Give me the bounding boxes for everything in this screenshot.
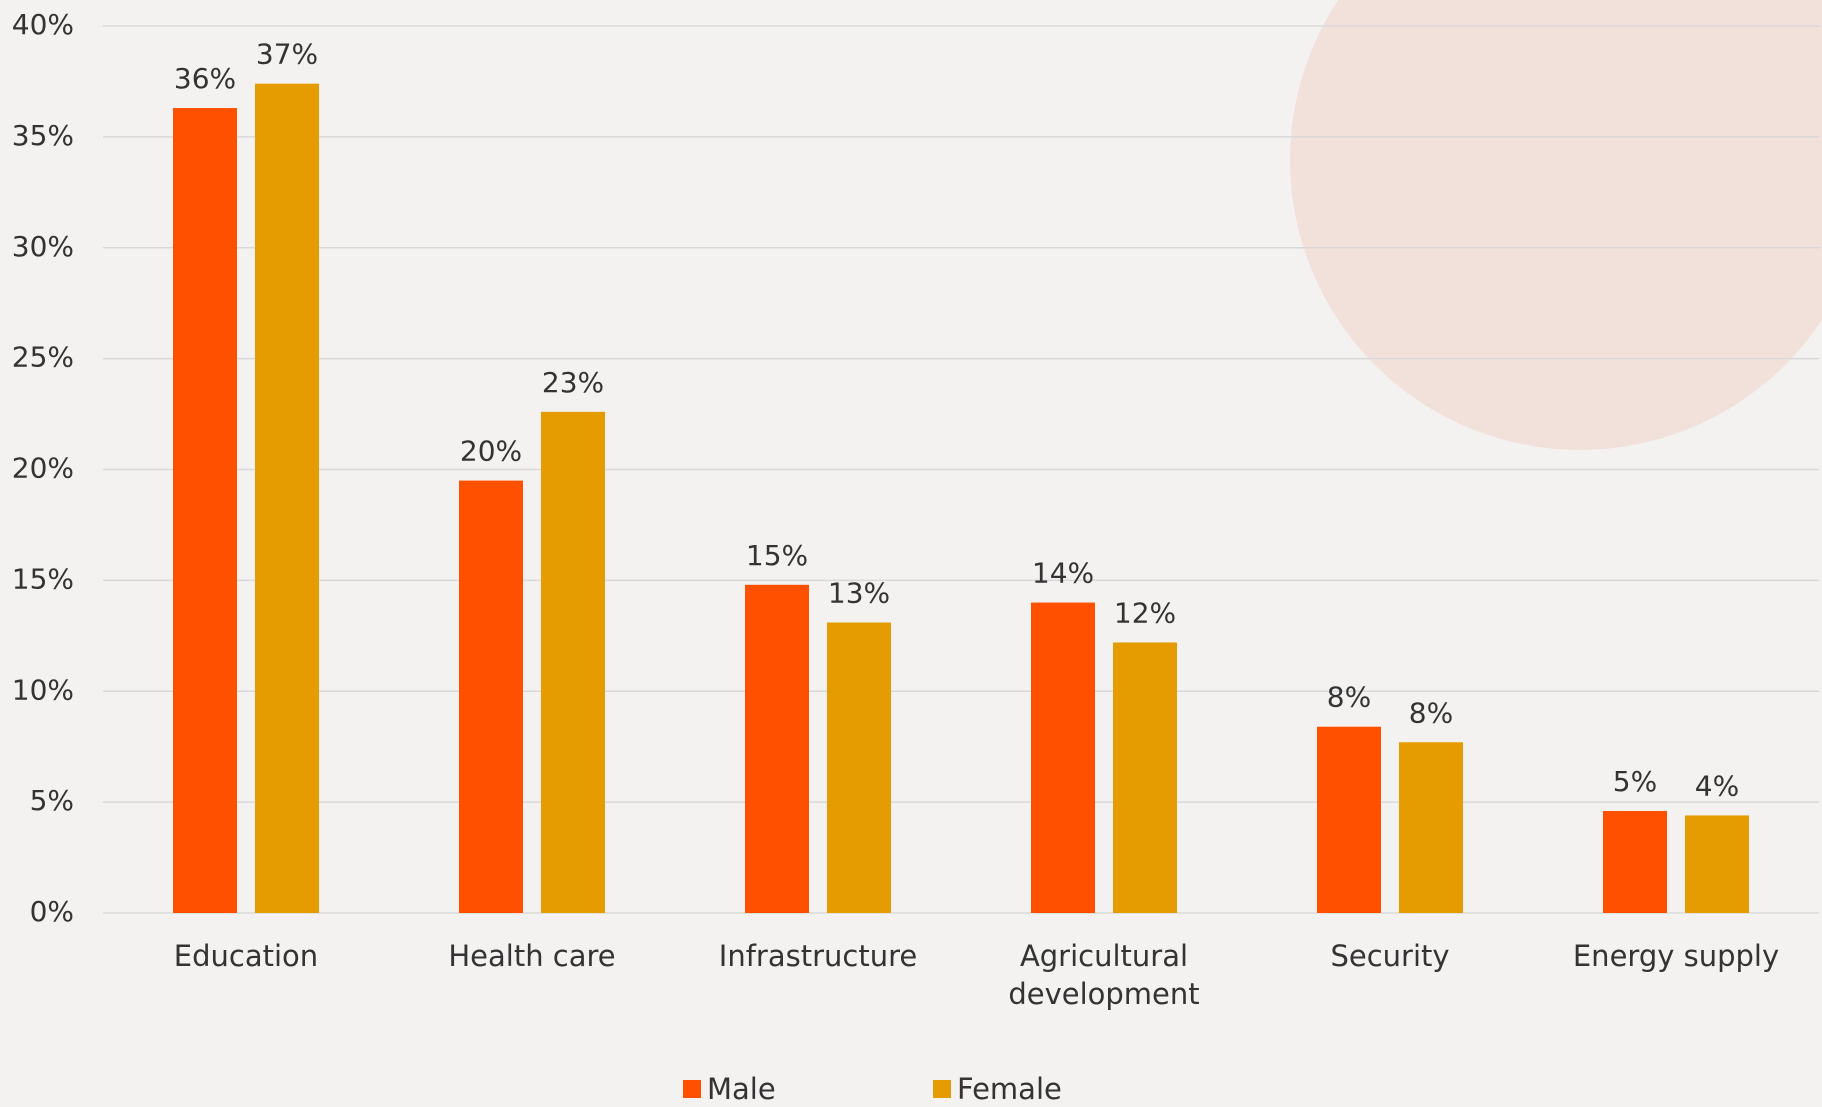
value-label: 13% (828, 577, 890, 610)
x-tick-label: Education (173, 939, 319, 973)
value-label: 23% (542, 366, 604, 399)
bar (459, 480, 523, 913)
background-decoration (1290, 0, 1822, 450)
y-tick-label: 20% (12, 452, 74, 485)
legend-swatch (933, 1080, 951, 1098)
value-label: 37% (256, 38, 318, 71)
bar (1317, 726, 1381, 913)
y-tick-label: 40% (12, 8, 74, 41)
x-tick-label: Agricultural development (1008, 939, 1200, 1011)
value-label: 8% (1409, 696, 1453, 729)
legend-swatch (683, 1080, 701, 1098)
value-label: 14% (1032, 557, 1094, 590)
y-tick-label: 35% (12, 119, 74, 152)
value-label: 36% (174, 62, 236, 95)
legend-label: Male (707, 1072, 776, 1106)
y-tick-label: 5% (30, 784, 74, 817)
legend-label: Female (957, 1072, 1062, 1106)
bar (1603, 810, 1667, 913)
x-tick-label: Health care (448, 939, 616, 973)
bar (173, 108, 237, 914)
value-label: 5% (1613, 765, 1657, 798)
bar (1113, 642, 1177, 913)
bar (1031, 602, 1095, 913)
value-label: 4% (1695, 769, 1739, 802)
x-tick-label: Security (1330, 939, 1450, 973)
y-tick-label: 0% (30, 895, 74, 928)
legend-item: Male (683, 1072, 776, 1106)
x-tick-label: Infrastructure (718, 939, 918, 973)
value-label: 20% (460, 435, 522, 468)
bar (1399, 742, 1463, 913)
bar (1685, 815, 1749, 913)
bar (255, 83, 319, 913)
value-label: 15% (746, 539, 808, 572)
value-label: 12% (1114, 596, 1176, 629)
legend-item: Female (933, 1072, 1062, 1106)
y-tick-label: 15% (12, 562, 74, 595)
y-tick-label: 25% (12, 341, 74, 374)
bar (541, 411, 605, 913)
x-tick-label: Energy supply (1572, 939, 1780, 973)
bar (745, 584, 809, 913)
y-tick-label: 10% (12, 673, 74, 706)
bar (827, 622, 891, 913)
value-label: 8% (1327, 681, 1371, 714)
y-tick-label: 30% (12, 230, 74, 263)
